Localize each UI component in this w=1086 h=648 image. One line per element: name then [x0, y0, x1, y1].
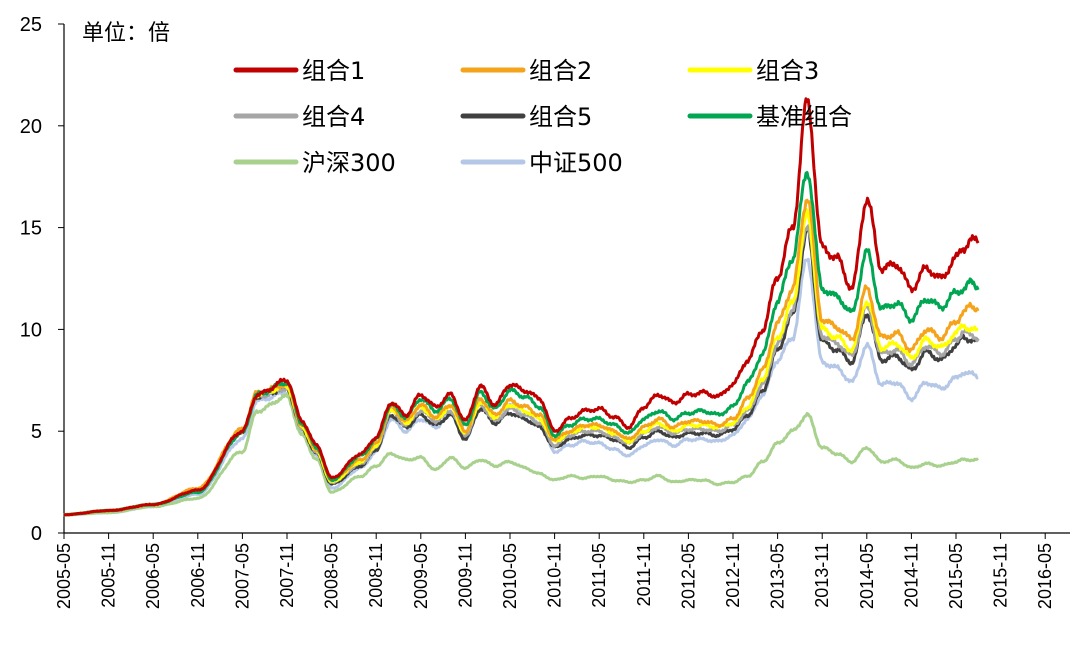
- legend-item: 组合5: [460, 103, 592, 131]
- y-tick-label: 15: [20, 218, 42, 240]
- x-tick-label: 2008-05: [322, 543, 342, 609]
- series-lines: [63, 97, 980, 517]
- y-tick-label: 25: [20, 14, 42, 36]
- y-tick-label: 10: [20, 319, 42, 341]
- x-tick-label: 2015-05: [946, 543, 966, 609]
- x-tick-label: 2006-05: [143, 543, 163, 609]
- x-tick-label: 2005-05: [54, 543, 74, 609]
- x-tick-label: 2010-05: [500, 543, 520, 609]
- legend-label: 组合1: [302, 57, 365, 85]
- x-tick-label: 2015-11: [991, 543, 1011, 608]
- legend-label: 组合5: [529, 103, 592, 131]
- legend-item: 中证500: [460, 149, 623, 177]
- y-tick-label: 0: [31, 523, 42, 545]
- y-tick-label: 5: [31, 421, 42, 443]
- legend-label: 基准组合: [756, 103, 852, 131]
- legend-item: 沪深300: [233, 149, 396, 177]
- chart-axes: [63, 24, 1070, 534]
- x-tick-label: 2006-11: [188, 543, 208, 608]
- x-tick-label: 2009-05: [411, 543, 431, 609]
- x-tick-label: 2008-11: [366, 543, 386, 608]
- x-axis-ticks: 2005-05 2005-11 2006-05 2006-11 2007-05 2007-…: [54, 533, 1055, 609]
- legend-label: 组合3: [756, 57, 819, 85]
- legend-label: 组合4: [302, 103, 365, 131]
- series-line-3: [63, 208, 979, 517]
- y-tick-label: 20: [20, 116, 42, 138]
- x-tick-label: 2014-05: [857, 543, 877, 609]
- x-tick-label: 2016-05: [1035, 543, 1055, 609]
- x-tick-label: 2013-11: [812, 543, 832, 608]
- x-tick-label: 2014-11: [901, 543, 921, 608]
- x-tick-label: 2012-05: [678, 543, 698, 609]
- x-tick-label: 2007-05: [232, 543, 252, 609]
- x-tick-label: 2011-11: [634, 543, 654, 606]
- series-line-7: [63, 393, 980, 517]
- legend-item: 组合3: [687, 57, 819, 85]
- x-tick-label: 2009-11: [455, 543, 475, 608]
- legend-item: 组合2: [460, 57, 592, 85]
- unit-label: 单位：倍: [82, 21, 170, 46]
- x-tick-label: 2011-05: [589, 543, 609, 608]
- y-axis-ticks: 0 5 10 15 20 25: [20, 14, 64, 545]
- legend-item: 组合1: [233, 57, 365, 85]
- legend-label: 组合2: [529, 57, 592, 85]
- legend-label: 沪深300: [302, 149, 396, 177]
- legend-label: 中证500: [529, 149, 623, 177]
- x-tick-label: 2005-11: [99, 543, 119, 608]
- legend-item: 组合4: [233, 103, 365, 131]
- x-tick-label: 2012-11: [723, 543, 743, 608]
- x-tick-label: 2007-11: [277, 543, 297, 608]
- x-tick-label: 2013-05: [768, 543, 788, 609]
- x-tick-label: 2010-11: [545, 543, 565, 608]
- series-line-6: [63, 171, 980, 517]
- series-line-1: [63, 97, 980, 517]
- legend-item: 基准组合: [687, 103, 852, 131]
